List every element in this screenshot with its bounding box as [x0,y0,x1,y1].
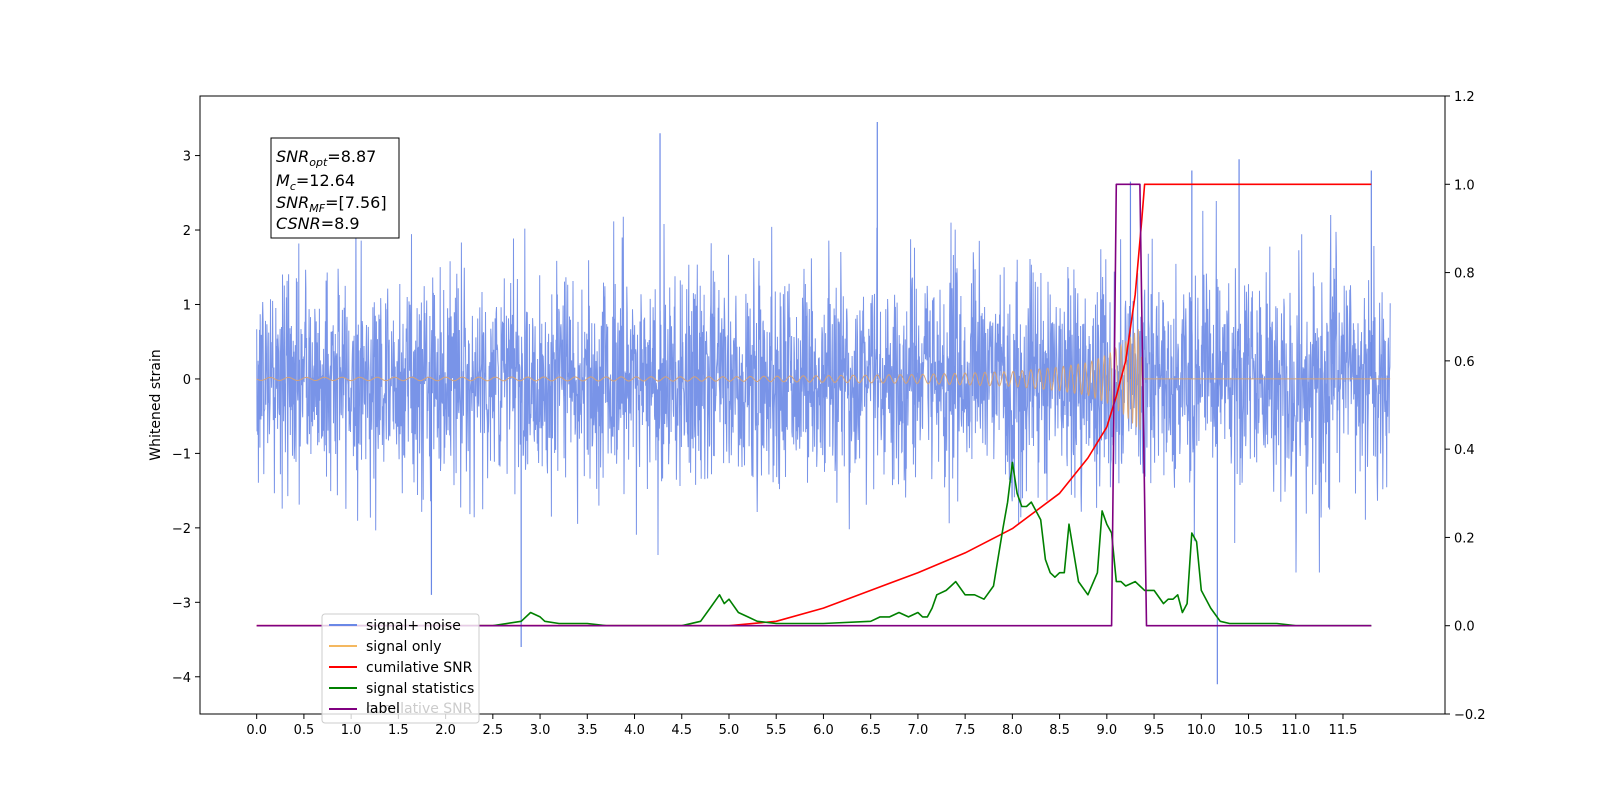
series-label [256,183,1372,627]
y-left-tick-label-2: 1 [183,298,191,313]
y-right-tick-label-0: 1.2 [1454,90,1475,105]
x-tick-label-5: 2.5 [482,723,503,738]
x-tick-label-1: 0.5 [294,723,315,738]
x-tick-label-6: 3.0 [530,723,551,738]
y-right-tick-label-2: 0.8 [1454,267,1475,282]
snr-mf-annotation: SNRMF=[7.56] [276,193,387,215]
y-left-tick-label-5: −2 [172,522,191,537]
y-left-tick-label-6: −3 [172,596,191,611]
legend-item-signal-only: signal only [329,639,441,655]
legend-label-signal-noise: signal+ noise [366,618,461,634]
x-tick-label-8: 4.0 [624,723,645,738]
y-left-tick-label-4: −1 [172,447,191,462]
x-tick-label-3: 1.5 [388,723,409,738]
x-tick-label-21: 10.5 [1234,723,1263,738]
x-tick-label-7: 3.5 [577,723,598,738]
y-axis-left: 3 2 1 0 −1 −2 −3 −4 [172,150,200,686]
mc-annotation: Mc=12.64 [276,171,355,193]
x-tick-label-11: 5.5 [766,723,787,738]
legend: cumilative SNR signal+ noise signal only… [321,613,480,724]
x-tick-label-2: 1.0 [341,723,362,738]
series-signal-noise [256,200,1391,573]
legend-label-cumulative-snr: cumilative SNR [366,660,473,676]
x-tick-label-4: 2.0 [435,723,456,738]
legend-item-signal-noise: signal+ noise [329,618,461,634]
series-layer [256,122,1391,685]
x-tick-label-16: 8.0 [1002,723,1023,738]
x-tick-label-17: 8.5 [1049,723,1070,738]
x-tick-label-9: 4.5 [671,723,692,738]
x-tick-label-0: 0.0 [246,723,267,738]
x-tick-label-20: 10.0 [1187,723,1216,738]
x-tick-label-15: 7.5 [955,723,976,738]
legend-item-label: label [329,701,400,717]
legend-ghost-text: cumilative SNR [366,701,473,717]
y-right-tick-label-4: 0.4 [1454,443,1475,458]
x-tick-label-13: 6.5 [860,723,881,738]
y-right-tick-label-3: 0.6 [1454,355,1475,370]
y-right-tick-label-6: 0.0 [1454,620,1475,635]
legend-item-signal-statistics: signal statistics [329,681,474,697]
y-left-tick-label-0: 3 [183,150,191,165]
plot-frame [199,95,1446,715]
annotation-box: SNRopt=8.87 Mc=12.64 SNRMF=[7.56] CSNR=8… [270,137,400,239]
x-tick-label-19: 9.5 [1144,723,1165,738]
y-left-tick-label-3: 0 [183,373,191,388]
y-axis-right: 1.2 1.0 0.8 0.6 0.4 0.2 0.0 −0.2 [1445,90,1486,723]
legend-label-signal-only: signal only [366,639,441,655]
legend-item-cumulative-snr: cumilative SNR [329,660,473,676]
x-tick-label-18: 9.0 [1096,723,1117,738]
series-signal-only [256,329,1391,430]
x-tick-label-10: 5.0 [719,723,740,738]
legend-label-label: label [366,701,400,717]
legend-frame [321,613,480,724]
y-axis-label-left: Whitened strain [148,349,164,460]
csnr-annotation: CSNR=8.9 [276,214,360,233]
y-right-tick-label-1: 1.0 [1454,178,1475,193]
y-left-tick-label-1: 2 [183,224,191,239]
y-right-tick-label-7: −0.2 [1454,708,1486,723]
x-tick-label-12: 6.0 [813,723,834,738]
x-tick-label-23: 11.5 [1329,723,1358,738]
y-right-tick-label-5: 0.2 [1454,531,1475,546]
legend-label-signal-statistics: signal statistics [366,681,474,697]
y-left-tick-label-7: −4 [172,671,191,686]
x-tick-label-22: 11.0 [1281,723,1310,738]
snr-opt-annotation: SNRopt=8.87 [276,147,376,169]
x-tick-label-14: 7.0 [908,723,929,738]
x-axis: 0.0 0.5 1.0 1.5 2.0 2.5 3.0 3.5 4.0 4.5 5.0 5.5 6.0 6… [246,714,1357,738]
